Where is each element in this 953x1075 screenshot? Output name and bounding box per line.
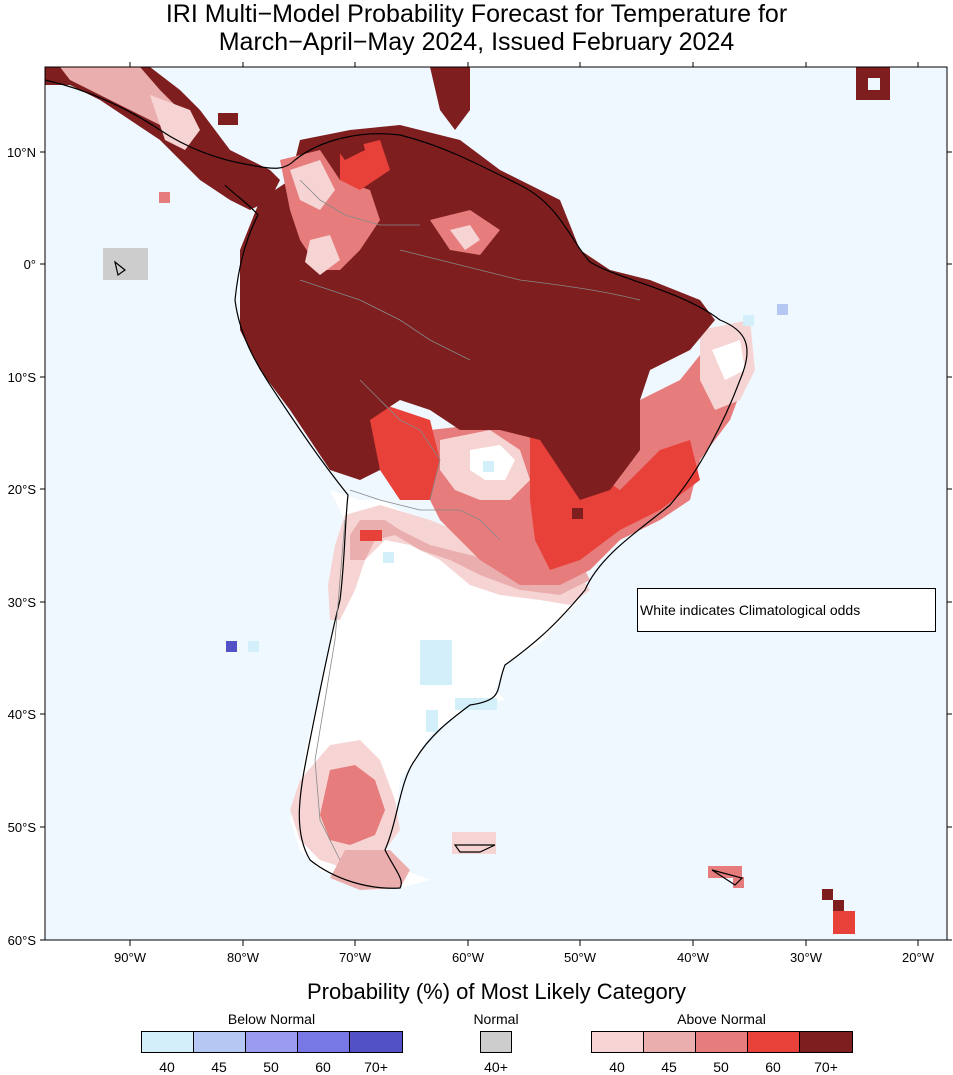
shade-caribbean-70: [430, 67, 470, 130]
label-below-45: 45: [211, 1059, 227, 1075]
label-below-40: 40: [159, 1059, 175, 1075]
land-layer: [45, 67, 890, 934]
coastline-mainland: [44, 79, 748, 889]
axis-ticks: [40, 62, 952, 946]
shade-colombia-south-40: [305, 235, 340, 275]
shade-guianas-40: [450, 225, 480, 250]
cell-natal-below-40: [743, 315, 754, 326]
legend-above-normal-title: Above Normal: [677, 1011, 766, 1027]
swatch-below-70: [350, 1032, 402, 1052]
cell-cordoba-60: [360, 530, 382, 541]
lat-label-0: 0°: [23, 257, 36, 272]
lat-label-10n: 10°N: [6, 145, 36, 160]
cell-galapagos-normal: [103, 248, 148, 280]
cell-juan-fernandez-below-70: [226, 641, 237, 652]
cell-chaco-below-40: [383, 552, 394, 563]
lon-label-90w: 90°W: [114, 950, 146, 965]
lat-label-20s: 20°S: [7, 482, 36, 497]
cell-pantanal-below-40: [483, 461, 494, 472]
label-above-45: 45: [661, 1059, 677, 1075]
label-normal-40: 40+: [484, 1059, 508, 1075]
coastline-falklands: [453, 844, 496, 853]
label-below-60: 60: [315, 1059, 331, 1075]
legend-title: Probability (%) of Most Likely Category: [306, 979, 687, 1004]
no-signal-northeast-tip: [712, 340, 745, 380]
label-above-60: 60: [765, 1059, 781, 1075]
swatch-above-70: [800, 1032, 852, 1052]
lat-label-10s: 10°S: [7, 370, 36, 385]
cell-sandwich-70b: [833, 900, 844, 911]
swatch-above-45: [644, 1032, 696, 1052]
border-chile-argentina-north: [349, 489, 501, 541]
swatch-below-60: [298, 1032, 350, 1052]
lon-label-20w: 20°W: [902, 950, 934, 965]
cell-juan-fernandez-below-40: [248, 641, 259, 652]
label-below-50: 50: [263, 1059, 279, 1075]
climatology-note: White indicates Climatological odds: [637, 588, 936, 632]
cell-south-georgia-50: [708, 866, 742, 878]
border-peru-brazil: [299, 279, 471, 361]
shade-bolivia-60: [360, 400, 440, 500]
lon-label-60w: 60°W: [452, 950, 484, 965]
shade-colombia-40: [290, 160, 335, 210]
lon-label-30w: 30°W: [790, 950, 822, 965]
cell-south-georgia-50b: [733, 877, 744, 888]
border-colombia-venezuela: [299, 179, 420, 226]
cell-atlantic-below-45: [777, 304, 788, 315]
label-above-50: 50: [713, 1059, 729, 1075]
lon-label-40w: 40°W: [677, 950, 709, 965]
legend-below-normal-title: Below Normal: [227, 1011, 316, 1027]
cell-falklands-40: [452, 832, 496, 854]
lon-label-50w: 50°W: [564, 950, 596, 965]
lon-label-80w: 80°W: [227, 950, 259, 965]
lat-label-60s: 60°S: [7, 933, 36, 948]
cell-la-pampa-below-40: [420, 640, 452, 685]
coastline-galapagos: [114, 260, 126, 277]
cell-pacific-50: [159, 192, 170, 203]
shade-venezuela-70: [330, 130, 365, 160]
swatch-normal-40: [481, 1032, 511, 1052]
cell-sandwich-60: [833, 911, 855, 934]
coastline-layer: [44, 79, 748, 889]
coastline-south-georgia: [711, 869, 744, 886]
shade-mexico-45: [60, 67, 180, 130]
swatch-below-45: [194, 1032, 246, 1052]
lon-label-70w: 70°W: [339, 950, 371, 965]
border-bolivia-brazil: [359, 379, 441, 501]
country-borders-layer: [299, 179, 641, 861]
shade-central-america-70: [45, 67, 280, 210]
lat-label-40s: 40°S: [7, 707, 36, 722]
legend-normal-bar: [480, 1031, 512, 1053]
cell-sao-paulo-70: [572, 508, 583, 519]
cell-rio-negro-below-40: [426, 710, 438, 732]
legend-normal-title: Normal: [473, 1011, 519, 1027]
swatch-above-50: [696, 1032, 748, 1052]
swatch-below-40: [142, 1032, 194, 1052]
label-below-70: 70+: [364, 1059, 388, 1075]
lat-label-50s: 50°S: [7, 820, 36, 835]
swatch-above-40: [592, 1032, 644, 1052]
label-above-70: 70+: [814, 1059, 838, 1075]
map-title-line-2: March−April−May 2024, Issued February 20…: [218, 28, 735, 56]
cell-north-atlantic-gap: [868, 78, 880, 90]
map-title-line-1: IRI Multi−Model Probability Forecast for…: [165, 0, 788, 28]
map-frame: [44, 66, 948, 941]
border-chile-argentina: [314, 519, 346, 861]
cell-cuba-70: [218, 113, 238, 125]
swatch-below-50: [246, 1032, 298, 1052]
legend-below-normal-bar: [141, 1031, 403, 1053]
swatch-above-60: [748, 1032, 800, 1052]
cell-sandwich-70a: [822, 889, 833, 900]
label-above-40: 40: [609, 1059, 625, 1075]
shade-patagonia-50: [320, 765, 385, 845]
legend-above-normal-bar: [591, 1031, 853, 1053]
river-amazon: [399, 249, 641, 301]
lat-label-30s: 30°S: [7, 595, 36, 610]
shade-yucatan-40: [150, 95, 200, 150]
